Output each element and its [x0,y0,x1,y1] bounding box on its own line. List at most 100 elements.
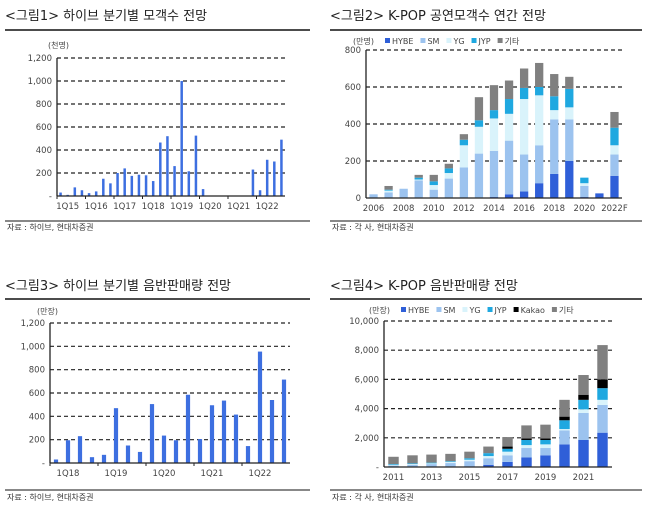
bar-segment-Kakao-2018 [521,438,532,440]
bar-segment-기타-2017 [535,62,544,87]
bar-segment-기타-2007 [384,185,393,190]
bar-segment-YG-2019 [565,107,574,120]
bar-segment-YG-2007 [384,190,393,193]
x-tick-label: 2011 [383,473,405,483]
legend-item: HYBE [401,306,429,315]
x-tick-label: 1Q20 [153,469,176,479]
y-tick-label: 1,000 [28,77,52,87]
bar-4Q20 [185,394,191,463]
bar-segment-SM-2017 [502,455,513,462]
bar-segment-YG-2015 [464,459,475,462]
bar-2Q22 [265,159,269,196]
bar-segment-JYP-2015 [504,99,514,114]
x-tick-label: 2013 [421,473,443,483]
bar-1Q20 [201,189,205,196]
bar-segment-HYBE-2022F [610,175,619,198]
x-tick-label: 2015 [459,473,481,483]
y-tick-label: 200 [36,169,52,179]
bar-1Q17 [116,173,119,196]
legend-label: JYP [494,306,507,315]
bar-segment-JYP-2009 [414,177,423,180]
x-tick-label: 2008 [393,204,415,214]
legend-swatch [551,307,557,312]
bar-segment-YG-2021 [578,409,589,413]
bar-4Q18 [166,136,169,196]
bar-4Q17 [137,174,141,196]
legend-swatch [420,38,426,43]
bar-segment-YG-2011 [388,464,399,466]
bar-segment-JYP-2014 [489,110,499,119]
bar-segment-YG-2019 [540,444,551,449]
y-tick-label: 8,000 [355,346,379,356]
bar-segment-JYP-2013 [474,120,484,127]
y-tick-label: - [376,463,379,473]
bar-segment-SM-2011 [444,178,453,198]
bar-3Q22 [269,400,275,463]
x-tick-label: 1Q15 [56,202,79,212]
bar-segment-기타-2014 [445,453,456,462]
y-tick-label: 400 [29,412,45,422]
bar-segment-SM-2020 [580,185,589,198]
bar-1Q16 [87,193,91,196]
bar-4Q19 [137,451,143,463]
bar-2Q19 [113,408,119,463]
bar-segment-HYBE-2022 [597,432,608,467]
x-tick-label: 1Q20 [199,202,222,212]
bar-3Q19 [125,445,131,463]
legend-item: 기타 [497,37,520,46]
bar-2Q19 [180,81,183,196]
bar-segment-기타-2012 [459,134,469,140]
bar-segment-기타-2015 [504,80,514,100]
bar-segment-HYBE-2019 [565,161,574,198]
bar-segment-JYP-2016 [519,87,529,100]
bar-segment-JYP-2020 [559,420,570,430]
bar-segment-YG-2016 [483,456,494,459]
x-tick-label: 1Q19 [170,202,193,212]
bar-1Q22 [245,446,251,463]
bar-segment-SM-2019 [540,448,551,456]
x-tick-label: 2006 [363,204,385,214]
legend-item: YG [446,37,465,46]
bar-4Q16 [109,183,112,196]
bar-segment-YG-2020 [580,183,589,186]
bar-segment-기타-2016 [483,446,494,454]
bar-segment-HYBE-2021 [578,439,589,467]
y-tick-label: 600 [345,83,361,93]
bar-segment-YG-2012 [459,145,469,168]
bar-segment-JYP-2022 [597,388,608,400]
legend-swatch [497,38,503,43]
y-tick-label: 800 [36,100,52,110]
x-tick-label: 1Q19 [105,469,128,479]
bar-segment-기타-2013 [474,97,484,121]
y-tick-label: 800 [29,366,45,376]
bar-segment-JYP-2017 [502,448,513,452]
y-tick-label: 0 [356,194,361,204]
bar-segment-JYP-2011 [388,464,399,465]
x-tick-label: 2018 [543,204,565,214]
legend-label: 기타 [559,306,574,315]
bar-3Q18 [159,142,162,196]
bar-segment-Kakao-2022 [597,379,608,389]
bar-3Q17 [130,175,134,196]
bar-segment-JYP-2012 [407,463,418,465]
bar-segment-SM-2018 [550,119,559,174]
bar-segment-SM-2013 [426,464,437,467]
legend-item: JYP [471,37,491,46]
bar-1Q22 [258,190,262,196]
legend-swatch [446,38,452,43]
legend-swatch [436,307,442,312]
bar-segment-SM-2012 [407,464,418,467]
bar-segment-기타-2022 [597,345,608,380]
y-tick-label: 2,000 [355,434,379,444]
bar-segment-SM-2006 [369,194,378,198]
bar-segment-기타-2018 [550,74,559,97]
y-tick-label: 1,200 [21,319,45,329]
bar-segment-JYP-2007 [384,189,393,191]
bar-4Q22 [281,379,287,463]
bar-segment-YG-2009 [414,179,423,181]
bar-1Q21 [197,439,203,463]
x-tick-label: 2017 [497,473,519,483]
